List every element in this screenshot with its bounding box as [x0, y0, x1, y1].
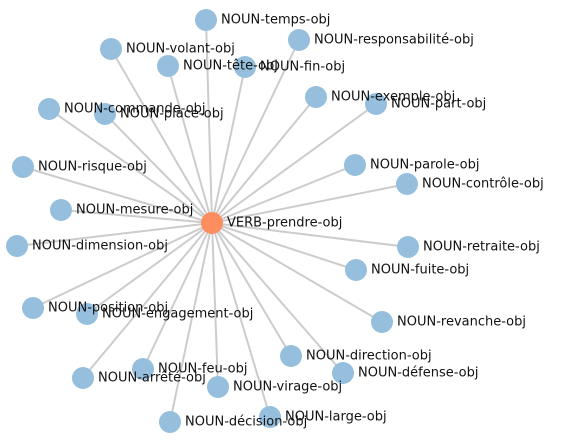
graph-node[interactable]	[76, 303, 98, 325]
node-label: NOUN-contrôle-obj	[422, 177, 544, 192]
node-label: NOUN-dimension-obj	[32, 239, 168, 254]
graph-node[interactable]	[159, 411, 181, 433]
center-node[interactable]	[201, 212, 223, 234]
node-label: NOUN-mesure-obj	[76, 203, 193, 218]
graph-node[interactable]	[259, 406, 281, 428]
graph-node[interactable]	[397, 236, 419, 258]
graph-node[interactable]	[207, 376, 229, 398]
edge-line	[205, 19, 213, 224]
graph-node[interactable]	[365, 93, 387, 115]
graph-node[interactable]	[234, 56, 256, 78]
graph-node[interactable]	[345, 259, 367, 281]
edge-line	[211, 103, 377, 224]
graph-node[interactable]	[100, 38, 122, 60]
graph-node[interactable]	[22, 297, 44, 319]
node-label: NOUN-direction-obj	[306, 349, 432, 364]
node-label: NOUN-responsabilité-obj	[314, 33, 474, 48]
node-label: NOUN-exemple-obj	[331, 90, 455, 105]
edge-line	[211, 164, 356, 224]
graph-node[interactable]	[371, 311, 393, 333]
edge-line	[110, 48, 213, 224]
node-label: NOUN-volant-obj	[126, 42, 235, 57]
edge-line	[211, 222, 344, 374]
graph-node[interactable]	[288, 29, 310, 51]
graph-node[interactable]	[396, 173, 418, 195]
edge-line	[211, 39, 300, 224]
edge-line	[16, 222, 213, 247]
edge-line	[211, 222, 219, 388]
edge-line	[211, 66, 246, 224]
graph-node[interactable]	[132, 358, 154, 380]
edge-line	[22, 166, 213, 224]
node-label: NOUN-retraite-obj	[423, 240, 540, 255]
graph-node[interactable]	[332, 362, 354, 384]
center-node-label: VERB-prendre-obj	[227, 216, 342, 231]
edge-line	[169, 222, 213, 423]
edge-line	[82, 222, 213, 379]
node-label: NOUN-commande-obj	[64, 102, 206, 117]
graph-node[interactable]	[305, 86, 327, 108]
graph-node[interactable]	[6, 235, 28, 257]
node-label: NOUN-place-obj	[120, 107, 224, 122]
node-label: NOUN-décision-obj	[185, 415, 307, 430]
graph-node[interactable]	[157, 55, 179, 77]
graph-node[interactable]	[72, 367, 94, 389]
edge-line	[211, 222, 409, 248]
edges-layer	[16, 19, 409, 423]
node-label: NOUN-part-obj	[391, 97, 486, 112]
edge-line	[32, 222, 213, 309]
edge-line	[48, 108, 213, 224]
node-label: NOUN-engagement-obj	[102, 307, 253, 322]
edge-line	[211, 222, 357, 271]
edge-line	[104, 113, 213, 224]
edge-line	[60, 209, 213, 224]
node-label: NOUN-fuite-obj	[371, 263, 469, 278]
nodes-layer	[6, 9, 419, 433]
node-label: NOUN-défense-obj	[358, 366, 478, 381]
edge-line	[211, 222, 292, 357]
labels-layer: NOUN-temps-obj NOUN-responsabilité-obj NOU…	[32, 13, 544, 430]
node-label: NOUN-arrêté-obj	[98, 371, 206, 386]
edge-line	[142, 222, 213, 370]
node-label: NOUN-fin-obj	[260, 60, 345, 75]
node-label: NOUN-virage-obj	[233, 380, 342, 395]
edge-line	[211, 222, 383, 323]
node-label: NOUN-revanche-obj	[397, 315, 526, 330]
graph-node[interactable]	[50, 199, 72, 221]
edge-line	[86, 222, 213, 315]
edge-line	[211, 96, 317, 224]
node-label: NOUN-feu-obj	[158, 362, 247, 377]
edge-line	[167, 65, 213, 224]
node-label: NOUN-tête-obj	[183, 59, 278, 74]
graph-node[interactable]	[94, 103, 116, 125]
edge-line	[211, 183, 408, 224]
node-label: NOUN-parole-obj	[370, 158, 479, 173]
graph-node[interactable]	[344, 154, 366, 176]
node-label: NOUN-large-obj	[285, 410, 387, 425]
graph-node[interactable]	[280, 345, 302, 367]
node-label: NOUN-temps-obj	[221, 13, 330, 28]
edge-line	[211, 222, 271, 418]
graph-node[interactable]	[195, 9, 217, 31]
node-label: NOUN-risque-obj	[38, 160, 147, 175]
node-label: NOUN-position-obj	[48, 301, 168, 316]
graph-node[interactable]	[12, 156, 34, 178]
graph-node[interactable]	[38, 98, 60, 120]
